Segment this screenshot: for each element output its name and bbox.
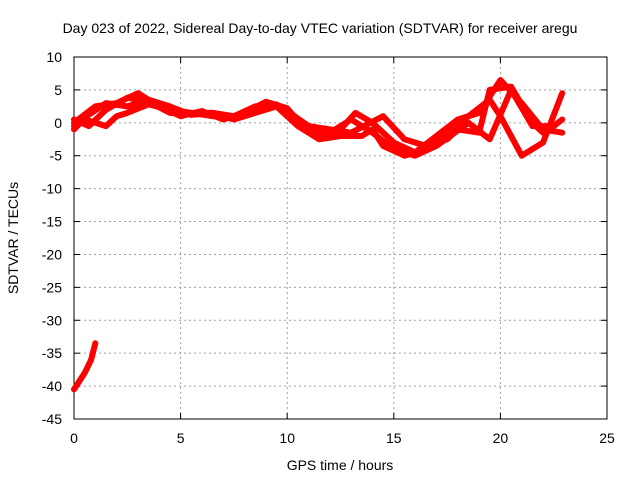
chart-title: Day 023 of 2022, Sidereal Day-to-day VTE…: [63, 20, 578, 36]
x-tick-label: 15: [386, 430, 402, 446]
x-tick-label: 5: [177, 430, 185, 446]
data-series: [71, 77, 566, 393]
y-tick-label: 0: [54, 115, 62, 131]
y-tick-label: -30: [42, 312, 62, 328]
series-track-5: [71, 340, 99, 393]
y-tick-label: -45: [42, 411, 62, 427]
y-tick-label: -5: [50, 148, 63, 164]
axis-ticks: 0 5 10 15 20 25 10 5 0 -5 -10 -15 -20 -25 -30 -35 -40 -45: [42, 49, 615, 446]
x-axis-label: GPS time / hours: [287, 457, 394, 473]
y-tick-label: -25: [42, 279, 62, 295]
y-tick-label: -40: [42, 378, 62, 394]
x-tick-label: 0: [70, 430, 78, 446]
y-tick-label: 10: [46, 49, 62, 65]
series-track-4: [71, 83, 546, 149]
y-tick-label: -10: [42, 181, 62, 197]
y-tick-label: -15: [42, 214, 62, 230]
y-tick-label: -35: [42, 345, 62, 361]
y-tick-label: -20: [42, 246, 62, 262]
plot-frame: [73, 56, 608, 420]
y-axis-label: SDTVAR / TECUs: [5, 182, 21, 294]
x-tick-label: 25: [599, 430, 615, 446]
x-tick-label: 10: [279, 430, 295, 446]
x-tick-label: 20: [493, 430, 509, 446]
y-tick-label: 5: [54, 82, 62, 98]
